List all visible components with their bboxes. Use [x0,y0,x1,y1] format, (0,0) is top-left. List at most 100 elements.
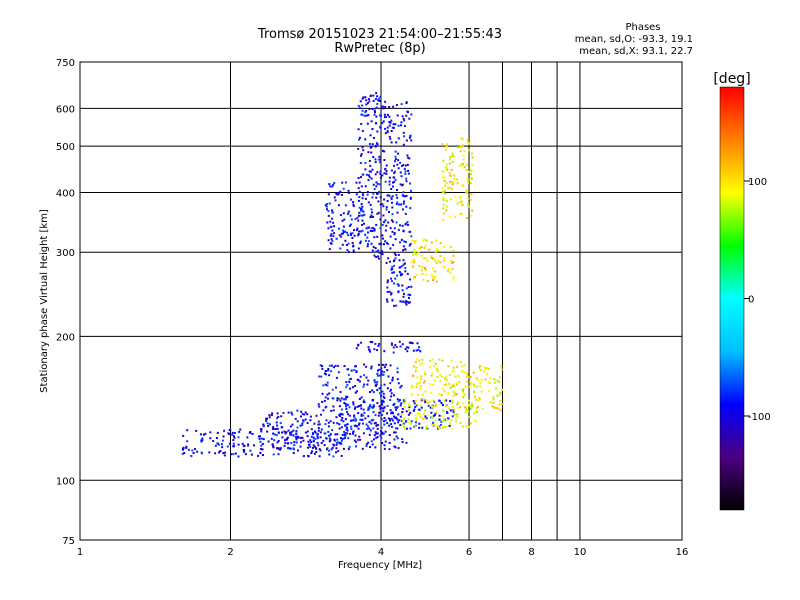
data-point [368,176,371,179]
data-point [394,344,397,346]
data-point [371,230,374,232]
data-point [393,172,396,175]
data-point [382,400,385,403]
data-point [388,124,391,127]
data-point [285,431,288,434]
data-point [390,219,393,222]
y-tick-label: 500 [56,142,75,153]
data-point [442,203,445,206]
data-point [393,164,395,167]
data-point [340,426,343,429]
data-point [426,280,429,283]
data-point [259,448,262,450]
data-point [328,183,331,186]
data-point [371,406,374,409]
data-point [364,168,367,171]
data-point [306,413,309,416]
data-point [190,455,193,457]
data-point [413,276,415,279]
data-point [465,168,468,171]
data-point [301,413,304,415]
data-point [380,413,383,416]
data-point [414,406,417,408]
data-point [414,399,417,402]
data-point [378,343,381,345]
data-point [416,383,419,386]
data-point [316,432,319,435]
data-point [445,148,448,151]
data-point [405,287,408,290]
data-point [402,249,404,252]
data-point [371,249,374,252]
data-point [398,203,400,206]
data-point [422,239,425,242]
data-point [366,193,369,196]
data-point [400,238,403,241]
data-point [421,358,424,361]
data-point [367,114,370,117]
data-point [391,213,394,216]
data-point [258,437,261,440]
data-point [365,445,368,448]
data-point [304,431,307,434]
data-point [370,146,373,149]
data-point [484,367,486,370]
data-point [353,416,356,419]
data-point [375,432,378,435]
data-point [433,365,435,368]
data-point [469,408,472,410]
data-point [272,446,275,449]
data-point [397,253,400,256]
data-point [450,187,453,190]
data-point [388,211,390,213]
data-point [222,435,225,438]
data-point [495,387,498,390]
data-point [381,399,384,402]
data-point [294,435,297,438]
data-point [398,271,401,273]
data-point [360,396,363,399]
data-point [479,365,482,367]
data-point [405,427,408,430]
data-point [328,453,331,456]
data-point [390,130,393,132]
data-point [294,417,297,420]
data-point [335,442,338,445]
data-point [456,182,459,185]
data-point [276,424,279,427]
data-point [319,431,322,434]
data-point [485,367,488,370]
data-point [383,113,386,116]
data-point [243,449,245,452]
data-point [416,376,419,379]
grid [80,62,682,540]
data-point [400,124,402,127]
data-point [410,235,413,238]
data-point [290,411,293,414]
data-point [476,406,479,409]
data-point [442,197,445,199]
data-point [275,434,278,437]
data-point [355,181,358,184]
data-point [194,448,196,451]
data-point [319,449,322,452]
data-point [392,105,395,108]
data-point [384,219,387,222]
data-point [463,150,466,153]
data-point [401,164,403,167]
data-point [423,371,426,374]
data-point [432,276,435,279]
data-point [220,443,223,446]
data-point [333,439,336,442]
data-point [442,207,444,210]
data-point [402,425,405,428]
data-point [358,422,361,425]
data-point [402,202,405,205]
data-point [451,183,454,186]
data-point [440,424,442,426]
data-point [224,451,227,454]
data-point [360,122,363,125]
data-point [327,421,330,424]
data-point [326,221,329,224]
